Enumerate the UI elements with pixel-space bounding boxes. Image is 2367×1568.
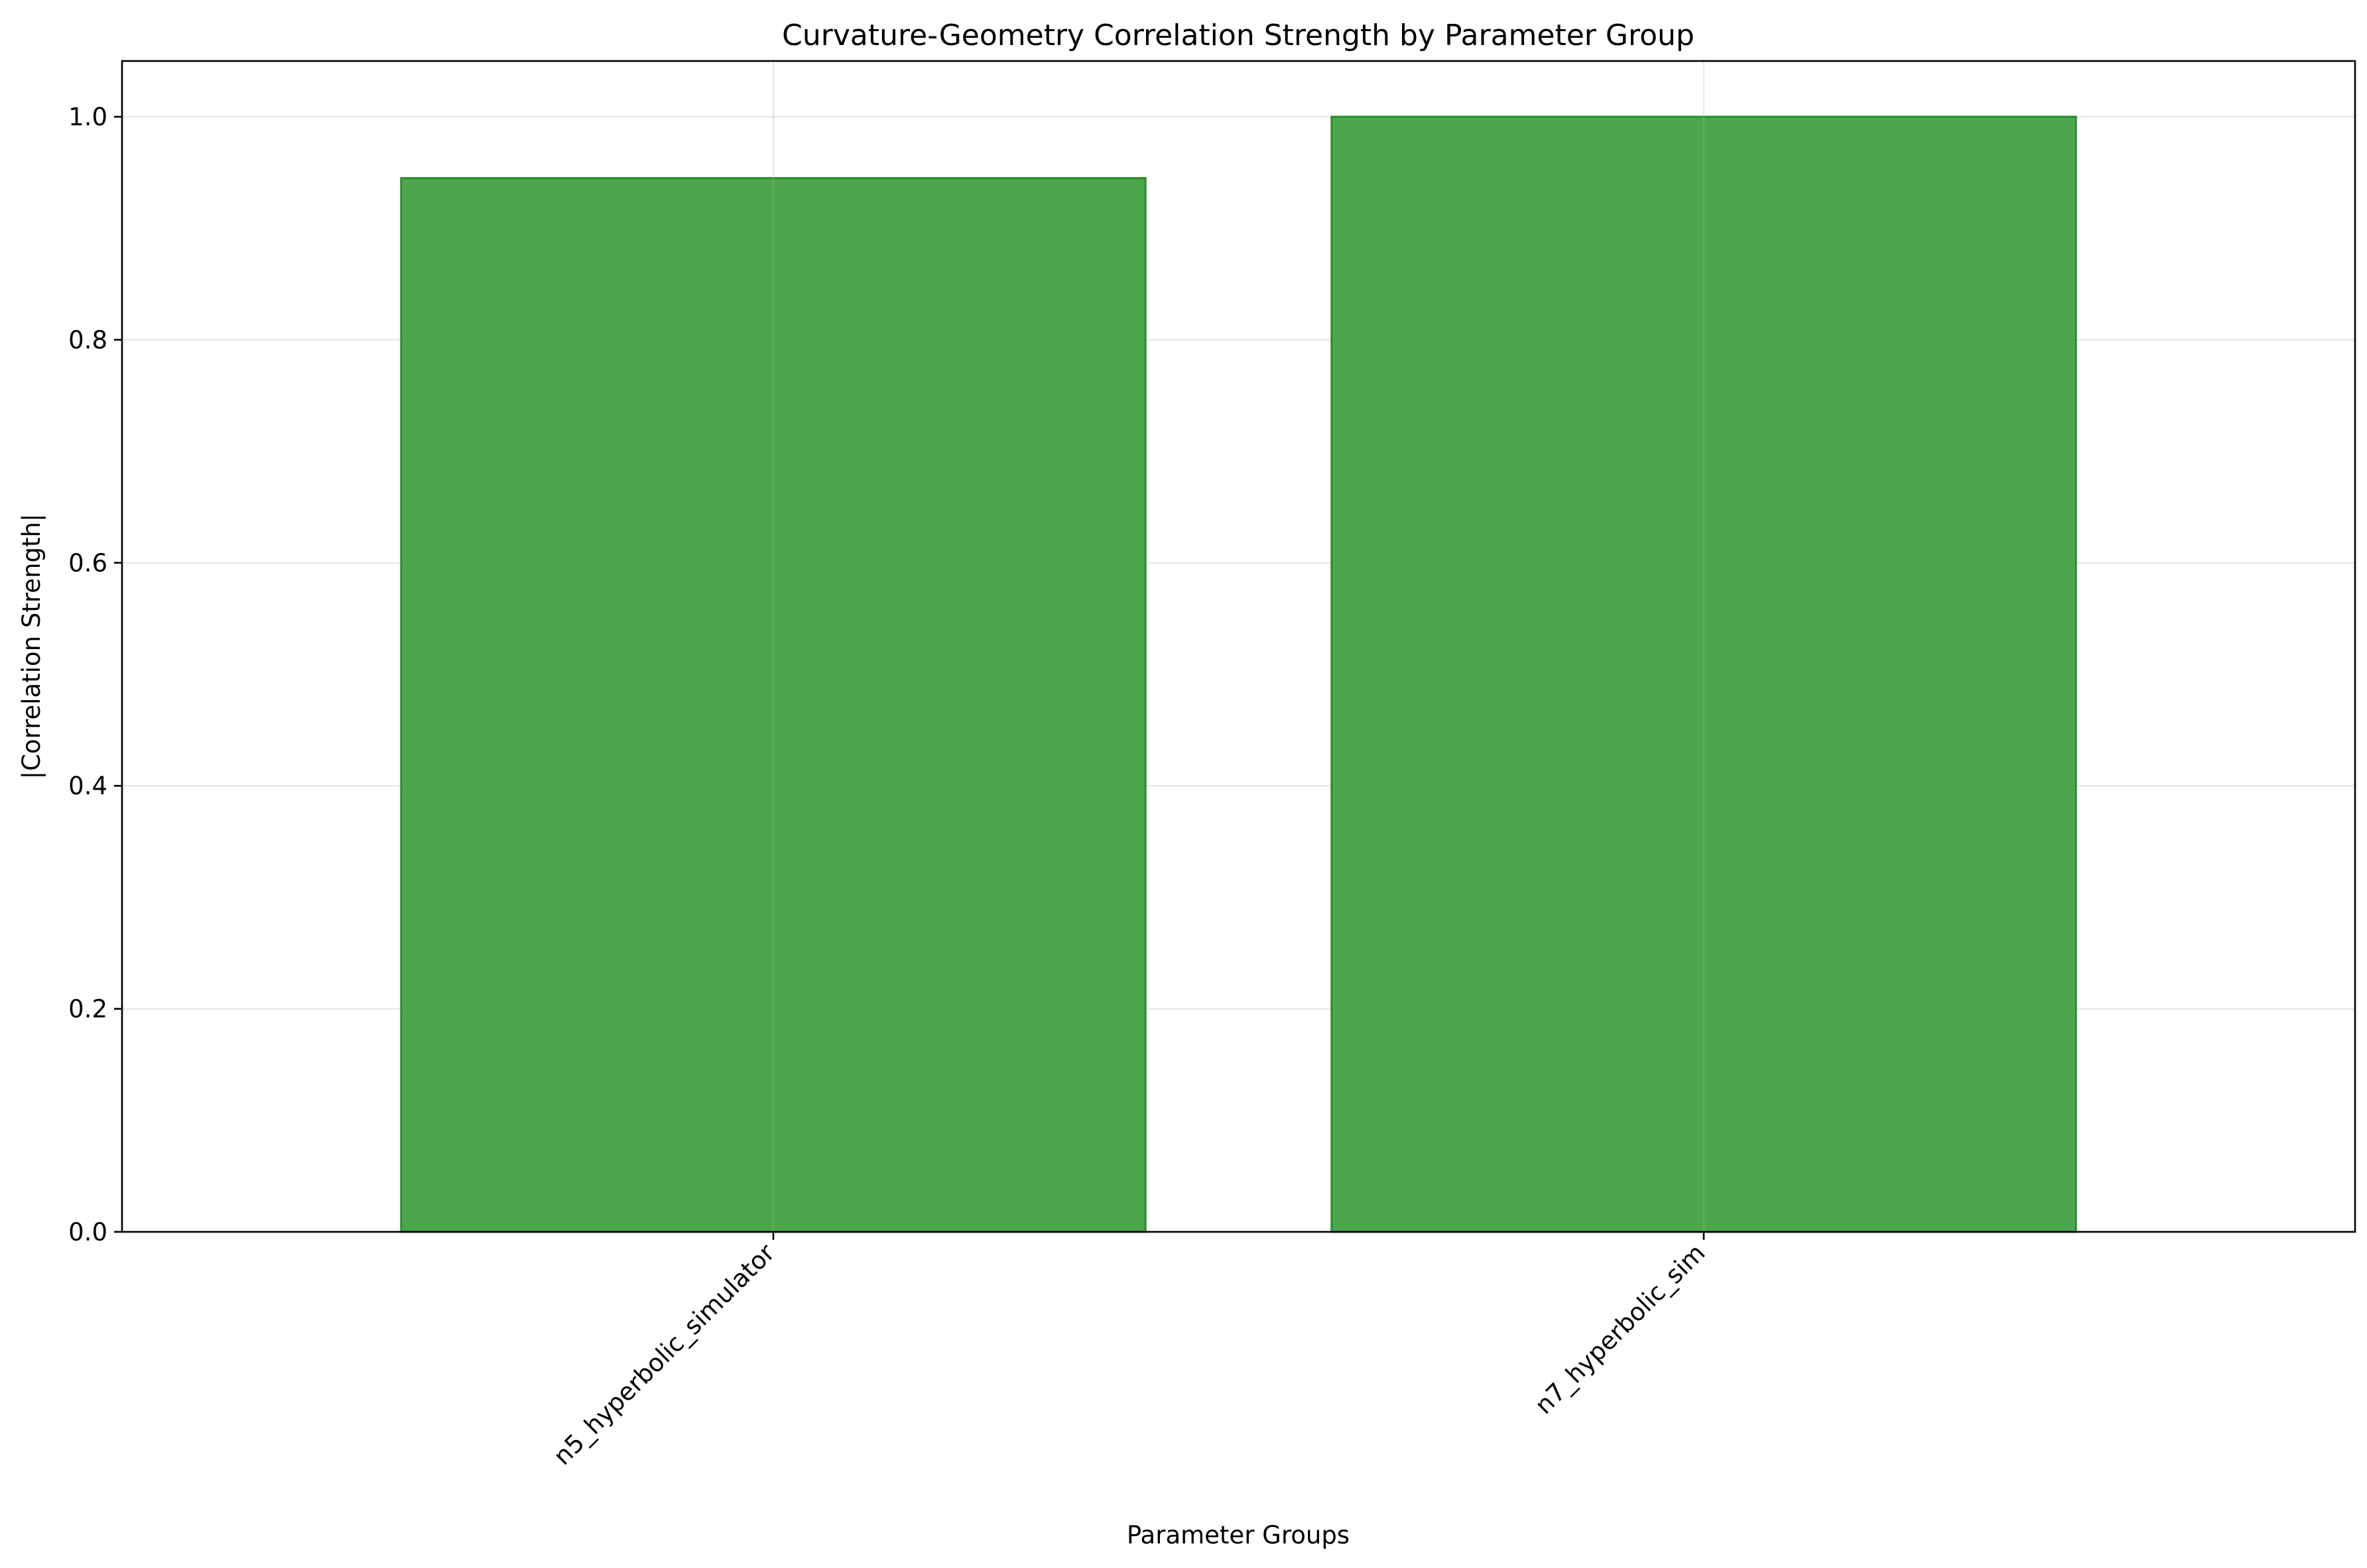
axes-frame <box>121 60 2356 1233</box>
y-axis-ticks: 0.0 0.2 0.4 0.6 0.8 1.0 <box>68 103 122 1246</box>
y-axis-label: |Correlation Strength| <box>17 514 46 780</box>
chart-title: Curvature-Geometry Correlation Strength … <box>782 19 1695 52</box>
y-tick-label: 0.8 <box>68 326 107 354</box>
y-tick-label: 0.2 <box>68 995 107 1024</box>
y-tick-label: 1.0 <box>68 103 107 131</box>
bar <box>1330 115 2077 1233</box>
bar <box>400 177 1147 1233</box>
bars <box>400 61 2077 1233</box>
y-tick-label: 0.6 <box>68 549 107 577</box>
x-axis-label: Parameter Groups <box>1127 1521 1350 1549</box>
y-tick-label: 0.4 <box>68 772 107 800</box>
y-tick-label: 0.0 <box>68 1218 107 1246</box>
